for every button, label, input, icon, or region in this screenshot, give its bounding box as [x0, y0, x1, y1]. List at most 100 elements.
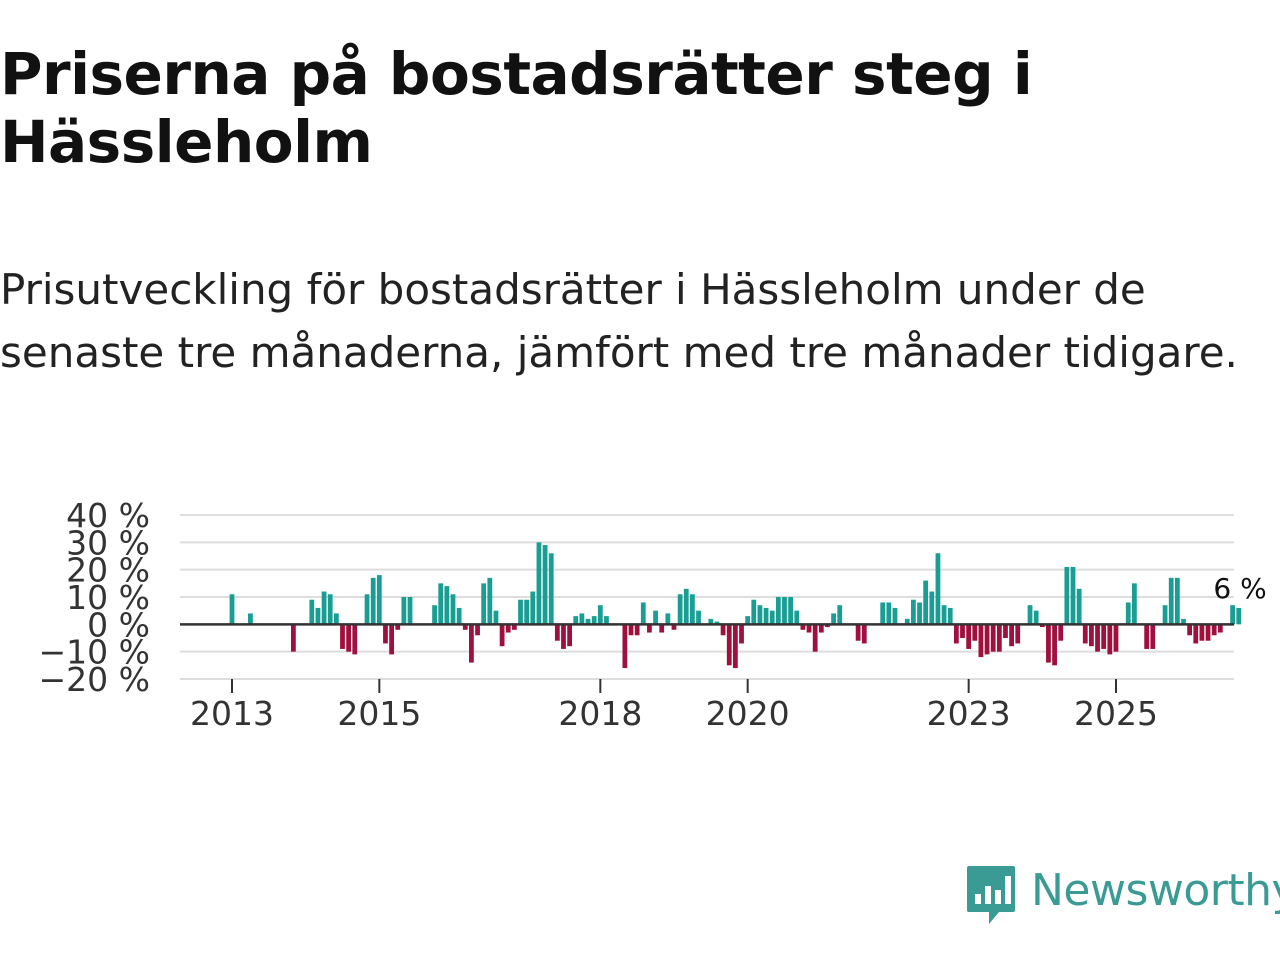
bar — [775, 597, 781, 625]
bar — [1230, 605, 1235, 625]
bar — [376, 575, 382, 625]
bar — [855, 624, 861, 641]
bar — [327, 594, 333, 625]
bar — [1205, 624, 1211, 641]
bar — [370, 577, 376, 625]
bar — [1003, 624, 1008, 638]
bar — [788, 597, 794, 625]
bar — [984, 624, 990, 655]
bar — [1217, 624, 1223, 633]
bar — [1193, 624, 1199, 644]
bar — [1082, 624, 1088, 644]
bar — [481, 583, 487, 625]
bar — [1113, 624, 1119, 652]
bar — [395, 624, 401, 630]
bar — [647, 624, 652, 633]
bar — [929, 591, 935, 625]
bar — [315, 607, 321, 625]
bar — [1168, 577, 1174, 625]
bar — [960, 624, 965, 638]
bar — [714, 621, 720, 625]
y-axis-labels: 40 %30 %20 %10 %0 %−10 %−20 % — [39, 496, 151, 699]
bar — [1174, 577, 1180, 625]
chart-title: Priserna på bostadsrätter steg i Hässleh… — [0, 40, 1033, 176]
bar — [493, 610, 499, 625]
bar — [1046, 624, 1051, 663]
bar — [818, 624, 824, 633]
bar — [1089, 624, 1094, 647]
bar — [990, 624, 996, 652]
bar — [966, 624, 972, 649]
bar — [708, 618, 714, 625]
newsworthy-logo: Newsworthy — [963, 862, 1280, 928]
bar — [696, 610, 701, 625]
bar — [640, 602, 646, 625]
bar — [769, 610, 775, 625]
newsworthy-logo-text: Newsworthy — [1031, 865, 1280, 916]
bar — [1015, 624, 1021, 644]
bar — [1070, 566, 1076, 625]
bar — [290, 624, 296, 652]
bar — [1095, 624, 1100, 652]
last-value-annotation: 6 % — [1213, 572, 1266, 605]
bar — [923, 580, 929, 625]
bar — [880, 602, 886, 625]
x-tick-label: 2025 — [1074, 694, 1158, 733]
bar — [346, 624, 352, 652]
bar — [886, 602, 892, 625]
bar — [751, 599, 757, 625]
bar — [800, 624, 806, 630]
bar — [763, 607, 769, 625]
bar — [739, 624, 744, 644]
bar — [340, 624, 345, 649]
bar — [1162, 605, 1168, 625]
bar — [401, 597, 407, 625]
bar — [1009, 624, 1015, 647]
bar — [554, 624, 560, 641]
bar — [475, 624, 480, 636]
bar — [585, 618, 591, 625]
bar — [1150, 624, 1156, 649]
x-tick-label: 2018 — [558, 694, 642, 733]
bar — [383, 624, 388, 644]
bar — [536, 542, 542, 625]
bar — [904, 618, 910, 625]
bar — [947, 607, 953, 625]
bar — [720, 624, 726, 636]
x-tick-label: 2015 — [337, 694, 421, 733]
bar — [597, 605, 603, 625]
bar — [806, 624, 812, 633]
bar — [1131, 583, 1137, 625]
newsworthy-logo-icon — [967, 866, 1015, 924]
bar — [837, 605, 843, 625]
bar — [432, 605, 437, 625]
bar — [1199, 624, 1205, 641]
bar — [1125, 602, 1131, 625]
y-tick-label: 20 % — [66, 551, 150, 590]
bar — [604, 616, 609, 625]
bar — [628, 624, 634, 636]
bar — [352, 624, 358, 655]
bar — [1107, 624, 1113, 655]
bar — [1027, 605, 1033, 625]
bar — [732, 624, 738, 669]
bar — [1076, 588, 1082, 625]
bar — [671, 624, 677, 630]
bar — [456, 607, 462, 625]
bar — [910, 599, 916, 625]
bar — [591, 616, 597, 625]
bar — [229, 594, 235, 625]
bar — [757, 605, 763, 625]
bar — [1101, 624, 1107, 649]
bar — [469, 624, 474, 663]
bar — [972, 624, 978, 641]
bar — [1211, 624, 1217, 636]
bar — [726, 624, 732, 666]
x-tick-label: 2020 — [706, 694, 790, 733]
bar — [333, 613, 339, 625]
bar — [1058, 624, 1064, 641]
bar — [487, 577, 493, 625]
bar — [542, 545, 548, 625]
bar — [450, 594, 456, 625]
bar — [364, 594, 370, 625]
